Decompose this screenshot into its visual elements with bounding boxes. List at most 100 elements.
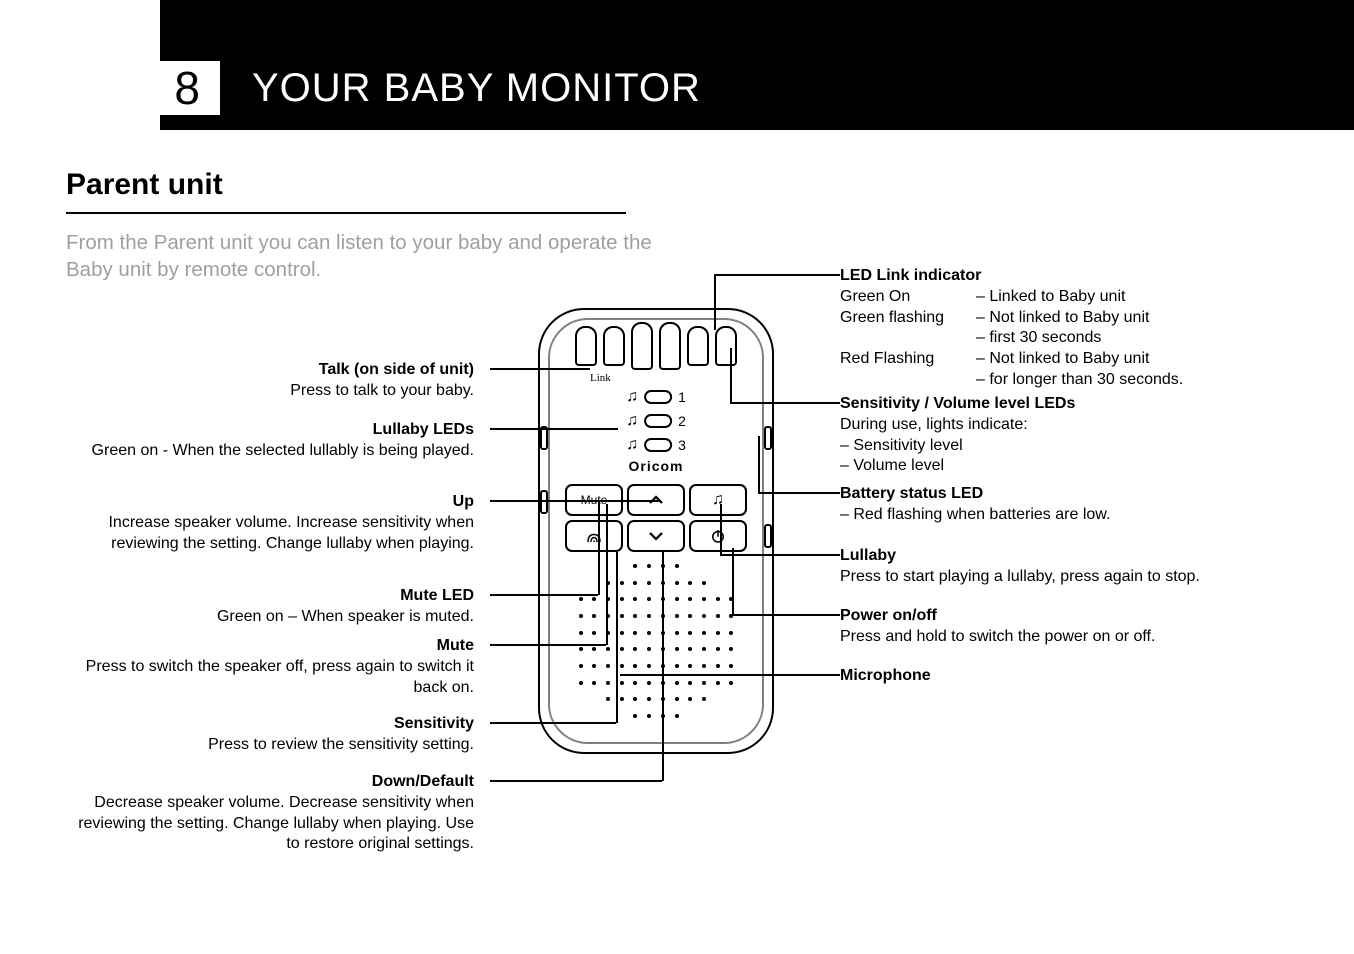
table-cell: – Not linked to Baby unit [976,349,1320,370]
side-tab-right [764,524,772,548]
sensitivity-leds [575,326,737,370]
callout-title: LED Link indicator [840,266,1320,287]
callout-title: Battery status LED [840,484,1300,505]
led-link-table: Green On – Linked to Baby unit Green fla… [840,287,1320,391]
callout-title: Microphone [840,666,1310,687]
lullaby-3-row: ♫ 3 [626,436,686,454]
leader-line [490,368,590,370]
leader-line [606,504,608,645]
callout-desc: Green on - When the selected lullably is… [66,441,474,462]
callout-line: Press and hold to switch the power on or… [840,627,1310,648]
leader-line [720,504,722,555]
callout-microphone: Microphone [840,666,1310,687]
callout-sens-vol: Sensitivity / Volume level LEDs During u… [840,394,1300,477]
leader-line [720,554,840,556]
callout-desc: Green on – When speaker is muted. [66,607,474,628]
leader-line [730,348,732,403]
led-bar [687,326,709,366]
led-oval [644,414,672,428]
leader-line [490,500,660,502]
callout-sensitivity: Sensitivity Press to review the sensitiv… [66,714,474,756]
led-bar [575,326,597,366]
table-cell: – Linked to Baby unit [976,287,1320,308]
signal-icon [585,527,603,545]
callout-desc: Decrease speaker volume. Decrease sensit… [66,793,474,855]
led-bar [603,326,625,366]
table-cell: Green flashing [840,308,970,329]
music-note-icon: ♫ [712,491,724,509]
table-cell: – Not linked to Baby unit [976,308,1320,329]
leader-line [732,614,840,616]
side-battery-icon [764,426,772,450]
leader-line [758,492,840,494]
callout-title: Mute [66,636,474,657]
led-bar [631,322,653,370]
led-oval [644,390,672,404]
lullaby-number: 3 [678,437,686,453]
callout-desc: Press to review the sensitivity setting. [66,735,474,756]
leader-line [490,780,662,782]
leader-line [490,722,616,724]
callout-line: – Red flashing when batteries are low. [840,505,1300,526]
callout-title: Sensitivity / Volume level LEDs [840,394,1300,415]
callout-mute: Mute Press to switch the speaker off, pr… [66,636,474,698]
table-cell: – first 30 seconds [976,328,1320,349]
callout-line: Press to start playing a lullaby, press … [840,567,1340,588]
down-button [627,520,685,552]
lullaby-1-row: ♫ 1 [626,388,686,406]
power-button [689,520,747,552]
callout-title: Power on/off [840,606,1310,627]
callout-title: Sensitivity [66,714,474,735]
table-cell [840,328,970,349]
leader-line [490,594,598,596]
callout-line: – Volume level [840,456,1300,477]
callout-desc: Increase speaker volume. Increase sensit… [66,513,474,555]
header-title: YOUR BABY MONITOR [220,66,701,111]
lullaby-number: 2 [678,413,686,429]
leader-line [598,502,600,595]
power-icon [709,527,727,545]
table-cell: Green On [840,287,970,308]
table-cell: – for longer than 30 seconds. [976,370,1320,391]
callout-title: Talk (on side of unit) [66,360,474,381]
music-note-icon: ♫ [626,388,638,406]
heading-rule [66,212,626,214]
leader-line [758,436,760,493]
chevron-down-icon [647,527,665,545]
header-row: 8 YOUR BABY MONITOR [160,58,701,118]
callout-line: During use, lights indicate: [840,415,1300,436]
music-note-icon: ♫ [626,412,638,430]
leader-line [620,674,840,676]
led-bar [659,322,681,370]
callout-title: Up [66,492,474,513]
lullaby-2-row: ♫ 2 [626,412,686,430]
callout-title: Lullaby [840,546,1340,567]
speaker-grille [567,566,745,716]
leader-line [616,552,618,723]
leader-line [714,274,840,276]
led-bar [715,326,737,366]
leader-line [662,552,664,781]
page-number: 8 [160,61,220,115]
callout-title: Mute LED [66,586,474,607]
leader-line [730,402,840,404]
callout-up: Up Increase speaker volume. Increase sen… [66,492,474,554]
callout-led-link: LED Link indicator Green On – Linked to … [840,266,1320,391]
callout-power: Power on/off Press and hold to switch th… [840,606,1310,648]
callout-battery: Battery status LED – Red flashing when b… [840,484,1300,526]
intro-text: From the Parent unit you can listen to y… [66,230,666,283]
side-mute-icon [540,426,548,450]
sensitivity-button [565,520,623,552]
callout-talk: Talk (on side of unit) Press to talk to … [66,360,474,402]
music-note-icon: ♫ [626,436,638,454]
lullaby-button: ♫ [689,484,747,516]
lullaby-number: 1 [678,389,686,405]
callout-line: – Sensitivity level [840,436,1300,457]
device-illustration: Link ♫ 1 ♫ 2 ♫ 3 Oricom Mute ♫ [538,308,774,754]
led-oval [644,438,672,452]
link-label: Link [590,372,611,384]
brand-label: Oricom [628,458,683,474]
callout-lullaby: Lullaby Press to start playing a lullaby… [840,546,1340,588]
table-cell [840,370,970,391]
leader-line [714,274,716,330]
